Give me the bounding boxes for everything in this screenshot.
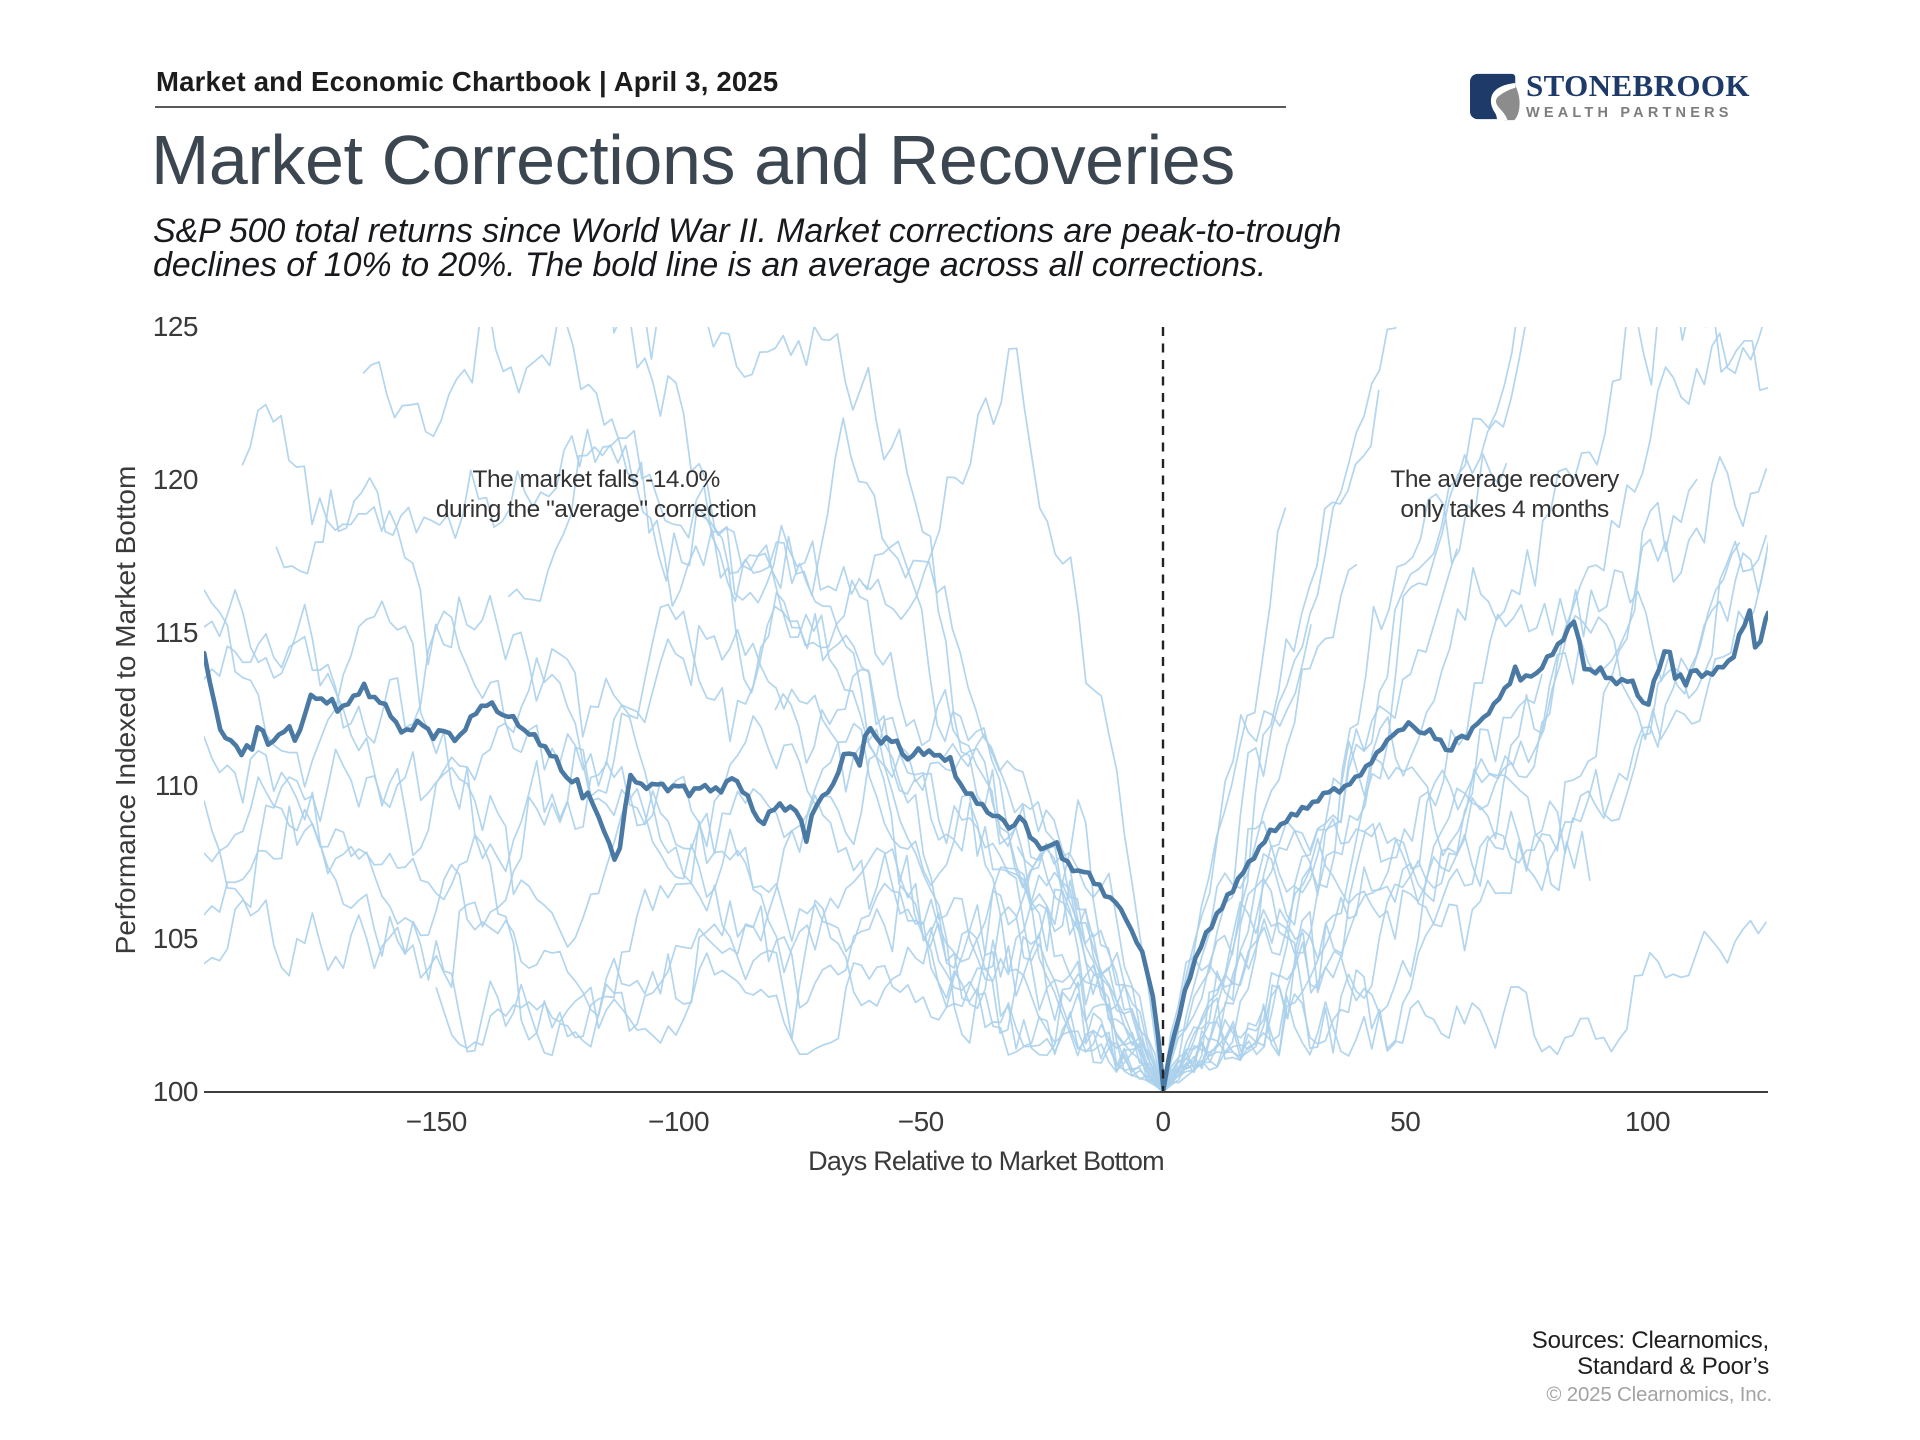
x-tick-label: 100 <box>1624 1106 1671 1137</box>
y-tick-label: 120 <box>152 464 199 495</box>
sources-text: Sources: Clearnomics, Standard & Poor’s <box>1531 1327 1769 1380</box>
correction-line <box>204 563 1358 1093</box>
correction-line <box>701 417 1508 1093</box>
correction-line <box>204 548 1458 1093</box>
copyright-text: © 2025 Clearnomics, Inc. <box>1546 1383 1772 1406</box>
y-tick-label: 115 <box>154 617 199 648</box>
correction-line <box>435 913 1767 1093</box>
correction-line <box>1016 507 1287 1093</box>
stonebrook-road-icon <box>1470 73 1520 121</box>
chart-annotation: The market falls -14.0% during the "aver… <box>435 466 757 524</box>
x-tick-label: −50 <box>897 1106 945 1137</box>
correction-line <box>645 326 1517 1093</box>
x-tick-label: 0 <box>1155 1106 1171 1137</box>
y-axis-title: Performance Indexed to Market Bottom <box>110 465 141 954</box>
correction-line <box>362 326 1591 1093</box>
x-tick-label: −150 <box>405 1106 468 1137</box>
correction-line <box>241 326 1398 1093</box>
page-title: Market Corrections and Recoveries <box>151 121 1235 199</box>
correction-line <box>944 542 1741 1093</box>
correction-line <box>204 673 1543 1093</box>
correction-line <box>204 552 1768 1093</box>
x-tick-label: −100 <box>647 1106 710 1137</box>
line-chart-plot <box>204 326 1768 1093</box>
x-axis-line <box>204 1091 1768 1093</box>
correction-line <box>204 326 1527 1093</box>
chart-annotation: The average recovery only takes 4 months <box>1390 466 1619 524</box>
correction-line <box>774 326 1768 1093</box>
logo-name: STONEBROOK <box>1526 68 1750 103</box>
correction-line <box>612 326 1698 1093</box>
y-tick-label: 110 <box>154 770 199 801</box>
correction-line <box>275 428 1768 1093</box>
average-line <box>204 608 1768 1092</box>
logo-wordmark: STONEBROOK WEALTH PARTNERS <box>1526 68 1750 122</box>
header-rule <box>155 106 1286 108</box>
y-tick-label: 125 <box>152 311 199 342</box>
page-subtitle: S&P 500 total returns since World War II… <box>153 212 1342 284</box>
correction-line <box>508 444 1312 1093</box>
header-text: Market and Economic Chartbook | April 3,… <box>156 66 779 97</box>
y-tick-label: 100 <box>152 1076 199 1107</box>
correction-line <box>861 347 1380 1093</box>
x-tick-label: 50 <box>1390 1106 1421 1137</box>
logo-tagline: WEALTH PARTNERS <box>1526 105 1733 121</box>
x-axis-title: Days Relative to Market Bottom <box>808 1146 1164 1176</box>
company-logo: STONEBROOK WEALTH PARTNERS <box>1468 70 1758 126</box>
y-tick-label: 105 <box>152 923 199 954</box>
correction-line <box>204 456 1768 1093</box>
